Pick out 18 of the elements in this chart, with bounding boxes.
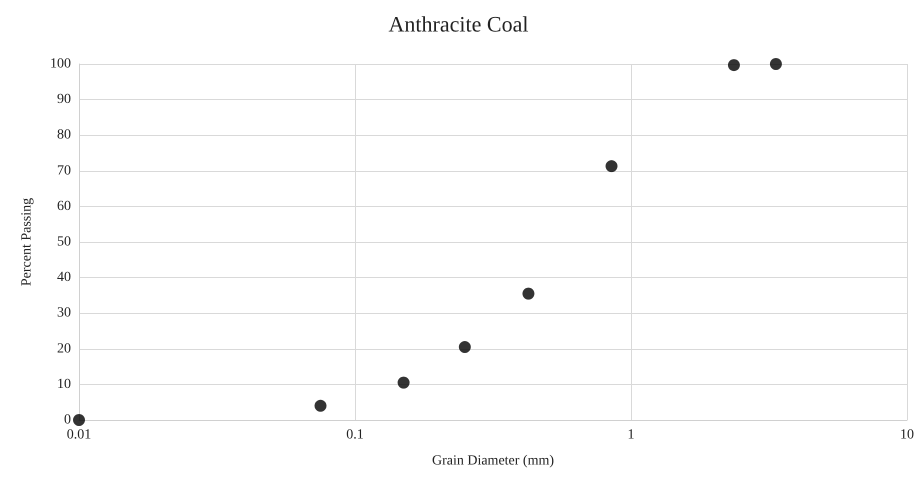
x-tick-label: 0.1 bbox=[346, 428, 364, 442]
y-tick-label: 0 bbox=[64, 412, 71, 428]
y-tick-label: 100 bbox=[50, 56, 71, 72]
x-tick-label: 10 bbox=[900, 428, 914, 442]
y-tick-label: 40 bbox=[57, 270, 71, 286]
x-tick-label: 0.01 bbox=[66, 428, 92, 442]
y-tick-label: 30 bbox=[57, 306, 71, 321]
x-axis-title: Grain Diameter (mm) bbox=[432, 454, 554, 468]
y-tick-label: 50 bbox=[57, 234, 71, 250]
x-tick-label: 1 bbox=[628, 428, 634, 442]
y-tick-label: 70 bbox=[57, 163, 71, 178]
y-axis-title: Percent Passing bbox=[20, 198, 34, 286]
y-tick-label: 10 bbox=[57, 376, 71, 392]
y-tick-label: 60 bbox=[57, 198, 71, 214]
y-tick-label: 80 bbox=[57, 128, 71, 143]
chart-title: Anthracite Coal bbox=[388, 12, 528, 36]
y-tick-label: 90 bbox=[57, 92, 71, 108]
y-tick-label: 20 bbox=[57, 341, 71, 356]
